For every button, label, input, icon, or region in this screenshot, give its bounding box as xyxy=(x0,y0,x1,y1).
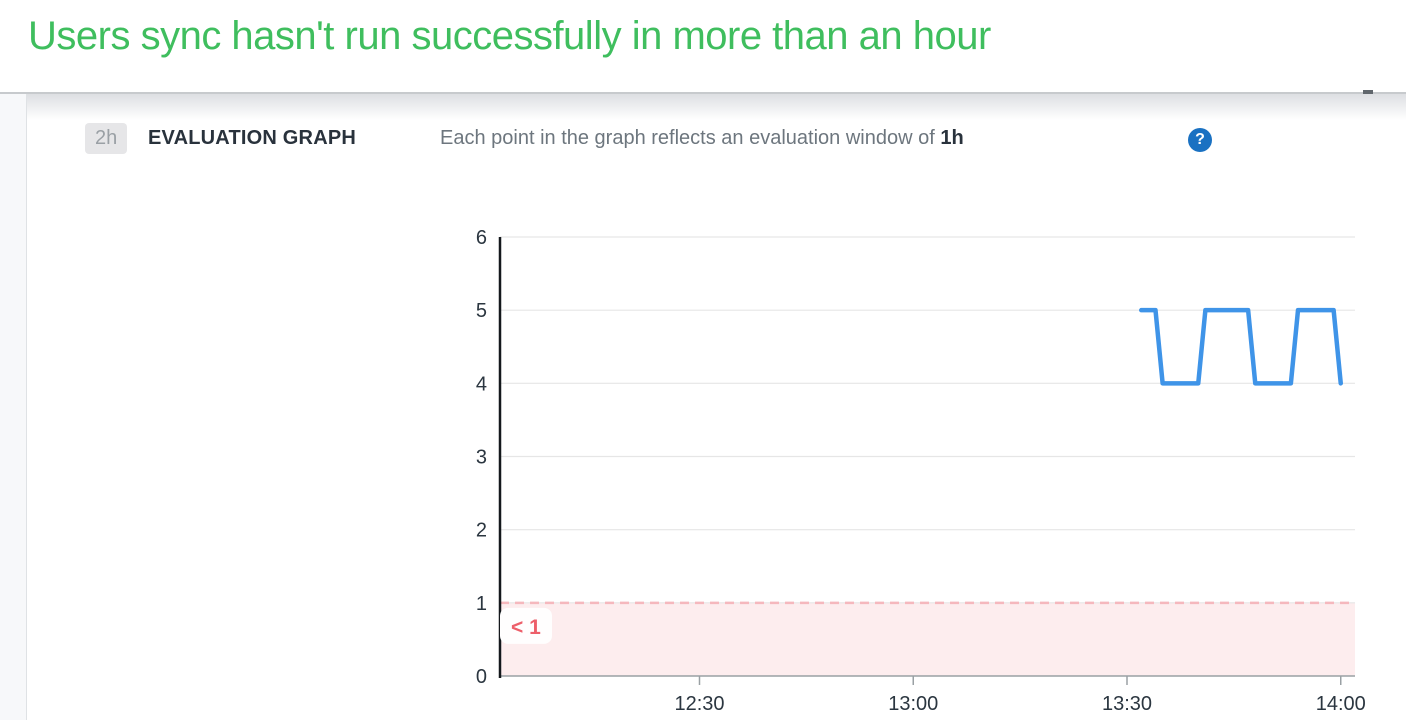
header-divider-shadow xyxy=(0,94,1406,120)
help-question-icon[interactable]: ? xyxy=(1188,128,1212,152)
evaluation-graph-svg: 0 1 2 3 4 5 6 12:30 13:00 13:30 14:00 < 1 xyxy=(476,227,1366,715)
time-window-badge: 2h xyxy=(85,123,128,154)
page-title: Users sync hasn't run successfully in mo… xyxy=(28,14,991,58)
threshold-label-chip xyxy=(500,607,552,644)
section-description-text: Each point in the graph reflects an eval… xyxy=(440,127,935,149)
x-tick-label: 13:00 xyxy=(888,693,938,715)
evaluation-header: 2h EVALUATION GRAPH Each point in the gr… xyxy=(0,120,1406,164)
left-gutter xyxy=(0,94,27,720)
threshold-region xyxy=(500,602,1355,676)
y-tick-label: 6 xyxy=(476,227,487,249)
y-tick-label: 3 xyxy=(476,447,487,469)
divider-notch xyxy=(1363,90,1373,94)
series-line xyxy=(1139,307,1343,386)
header-divider xyxy=(0,92,1406,94)
threshold-label-text: < 1 xyxy=(511,616,541,639)
y-tick-label: 0 xyxy=(476,666,487,688)
evaluation-window-value: 1h xyxy=(940,127,964,149)
x-tick-label: 12:30 xyxy=(674,693,724,715)
section-title: EVALUATION GRAPH xyxy=(148,127,357,149)
x-tick-label: 14:00 xyxy=(1316,693,1366,715)
y-tick-label: 2 xyxy=(476,520,487,542)
title-bar: Users sync hasn't run successfully in mo… xyxy=(0,0,1406,92)
x-tick-label: 13:30 xyxy=(1102,693,1152,715)
section-description: Each point in the graph reflects an eval… xyxy=(440,127,964,150)
evaluation-graph-chart: 0 1 2 3 4 5 6 12:30 13:00 13:30 14:00 < 1 xyxy=(440,215,1406,720)
y-tick-label: 5 xyxy=(476,300,487,322)
y-tick-label: 1 xyxy=(476,593,487,615)
y-tick-label: 4 xyxy=(476,373,487,395)
